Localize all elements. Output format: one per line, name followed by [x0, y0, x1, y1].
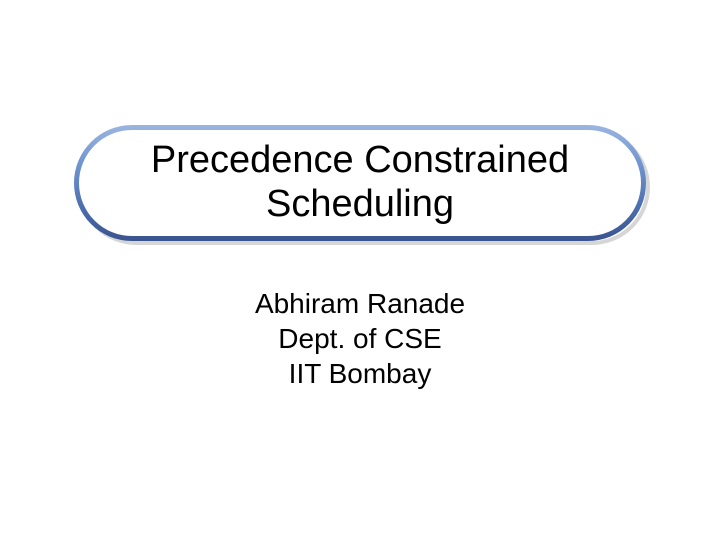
title-capsule-fill: Precedence Constrained Scheduling — [79, 130, 641, 236]
title-line-2: Scheduling — [266, 183, 454, 225]
department: Dept. of CSE — [0, 321, 720, 356]
title-line-1: Precedence Constrained — [151, 139, 569, 181]
slide-title: Precedence Constrained Scheduling — [151, 139, 569, 226]
subtitle-block: Abhiram Ranade Dept. of CSE IIT Bombay — [0, 286, 720, 391]
institution: IIT Bombay — [0, 356, 720, 391]
author-name: Abhiram Ranade — [0, 286, 720, 321]
title-slide: Precedence Constrained Scheduling Abhira… — [0, 0, 720, 540]
title-capsule: Precedence Constrained Scheduling — [74, 125, 646, 241]
